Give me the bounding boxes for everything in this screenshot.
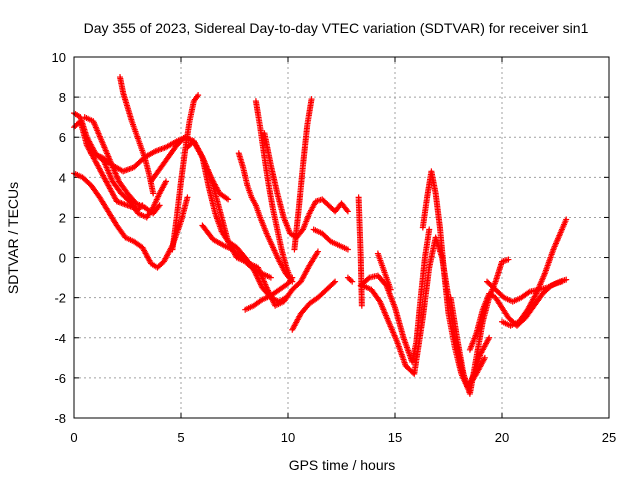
y-axis-label: SDTVAR / TECUs xyxy=(5,182,21,294)
series-arc-19 xyxy=(355,194,365,309)
x-tick-label: 10 xyxy=(281,430,295,445)
y-tick-label: -8 xyxy=(54,411,66,426)
data-point xyxy=(486,334,493,341)
data-marker xyxy=(330,279,337,286)
data-point xyxy=(267,274,274,281)
series-arc-27 xyxy=(499,216,570,329)
series-arc-4 xyxy=(81,114,163,217)
data-point xyxy=(195,92,202,99)
y-tick-label: 6 xyxy=(59,130,66,145)
data-point xyxy=(287,274,294,281)
series-arc-14 xyxy=(261,130,351,241)
data-point xyxy=(344,246,351,253)
data-point xyxy=(358,302,365,309)
x-tick-label: 5 xyxy=(177,430,184,445)
y-tick-label: 10 xyxy=(52,50,66,65)
data-point xyxy=(349,278,356,285)
data-point xyxy=(332,278,339,285)
data-point xyxy=(563,276,570,283)
data-point xyxy=(426,226,433,233)
y-tick-label: -6 xyxy=(54,371,66,386)
series-arc-2 xyxy=(71,170,191,271)
data-point xyxy=(387,286,394,293)
data-point xyxy=(156,202,163,209)
series-arc-18 xyxy=(344,274,356,285)
y-tick-label: -4 xyxy=(54,331,66,346)
series-arc-6 xyxy=(117,74,157,197)
plot-frame xyxy=(73,56,610,419)
data-point xyxy=(314,248,321,255)
x-axis-label: GPS time / hours xyxy=(289,457,396,473)
data-point xyxy=(563,216,570,223)
data-point xyxy=(150,190,157,197)
series-arc-25 xyxy=(466,276,570,353)
grid-lines xyxy=(74,57,609,418)
data-point xyxy=(308,96,315,103)
series-arc-15 xyxy=(291,96,315,253)
x-tick-label: 20 xyxy=(495,430,509,445)
series-arc-22 xyxy=(374,250,394,293)
series-arc-23 xyxy=(419,168,493,391)
chart-title: Day 355 of 2023, Sidereal Day-to-day VTE… xyxy=(84,20,589,36)
y-tick-label: 2 xyxy=(59,210,66,225)
data-marker xyxy=(155,203,162,210)
data-point xyxy=(184,194,191,201)
series-arc-8 xyxy=(169,92,202,253)
series-arc-10 xyxy=(199,222,321,309)
series-arc-13 xyxy=(252,98,294,281)
data-point xyxy=(481,354,488,361)
y-tick-label: 4 xyxy=(59,170,66,185)
y-tick-label: 0 xyxy=(59,251,66,266)
series-arc-17 xyxy=(310,226,351,253)
data-point xyxy=(225,196,232,203)
axis-ticks: 0 5 10 15 20 25 -8 -6 -4 -2 0 2 4 6 8 10 xyxy=(52,50,617,445)
data-point xyxy=(344,208,351,215)
data-point xyxy=(505,256,512,263)
data-point xyxy=(163,178,170,185)
x-tick-label: 0 xyxy=(70,430,77,445)
series-arc-12 xyxy=(242,274,296,313)
x-tick-label: 25 xyxy=(602,430,616,445)
series-arc-16 xyxy=(289,278,339,333)
y-tick-label: -2 xyxy=(54,291,66,306)
data-marker xyxy=(343,207,350,214)
y-tick-label: 8 xyxy=(59,90,66,105)
x-tick-label: 15 xyxy=(388,430,402,445)
data-point xyxy=(558,278,565,285)
plot-area xyxy=(71,74,570,397)
